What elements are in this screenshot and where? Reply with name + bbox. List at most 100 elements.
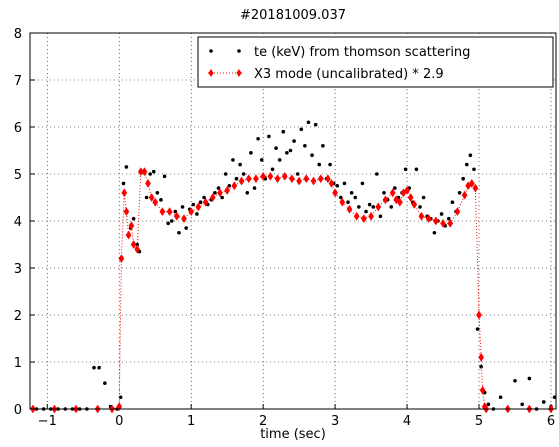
te-point	[342, 181, 347, 186]
te-point	[184, 226, 188, 230]
y-tick-label: 1	[14, 356, 22, 371]
te-point	[353, 195, 358, 200]
legend-label: te (keV) from thomson scattering	[254, 45, 470, 60]
x3-marker	[325, 174, 331, 184]
x3-marker	[339, 197, 346, 207]
x3-marker	[121, 188, 128, 198]
te-point	[195, 212, 199, 216]
x3-marker	[404, 185, 410, 195]
chart-title: #20181009.037	[240, 8, 346, 23]
x3-marker	[375, 202, 382, 212]
te-point	[249, 151, 253, 155]
x3-marker	[461, 190, 468, 200]
te-point	[306, 120, 311, 125]
te-point	[202, 195, 206, 200]
te-point	[541, 400, 546, 404]
legend-box	[197, 36, 554, 88]
te-point	[216, 186, 221, 190]
te-point	[213, 191, 217, 195]
x3-marker	[407, 193, 414, 202]
x3-marker	[468, 178, 475, 188]
te-point	[198, 200, 203, 204]
x3-marker	[130, 240, 137, 249]
te-point	[349, 191, 354, 195]
x3-marker	[260, 171, 267, 181]
te-point	[439, 212, 444, 216]
te-point	[144, 195, 149, 200]
x3-marker	[418, 211, 425, 221]
legend-marker	[209, 49, 213, 53]
te-point	[457, 191, 462, 195]
te-point	[285, 151, 289, 155]
x3-marker	[382, 195, 389, 205]
legend-marker	[208, 69, 214, 77]
te-point	[486, 402, 491, 407]
y-tick-label: 6	[14, 121, 22, 136]
x3-marker	[217, 188, 223, 198]
y-tick-label: 8	[14, 27, 22, 42]
te-point	[346, 200, 350, 204]
te-point	[124, 165, 129, 169]
x3-marker	[478, 352, 485, 362]
x3-marker	[303, 174, 310, 184]
te-point	[367, 202, 372, 207]
legend-marker	[237, 49, 241, 53]
te-point	[393, 186, 397, 190]
x3-marker	[134, 244, 141, 254]
te-point	[421, 195, 426, 200]
x3-marker	[440, 218, 446, 228]
te-point	[162, 174, 167, 179]
x3-marker	[173, 211, 180, 221]
x3-marker	[118, 254, 125, 264]
y-tick-label: 7	[14, 74, 22, 89]
x3-marker	[125, 230, 132, 240]
te-point	[513, 379, 517, 383]
x3-marker	[479, 385, 486, 395]
te-point	[103, 381, 107, 385]
x3-marker	[123, 207, 130, 217]
x3-marker	[145, 178, 151, 188]
te-point	[299, 127, 304, 132]
x-tick-label: 6	[547, 414, 555, 429]
te-point	[241, 172, 246, 176]
x-tick-label: 0	[115, 414, 123, 429]
te-point	[121, 181, 126, 186]
x-tick-label: 3	[331, 414, 339, 429]
x3-marker	[476, 310, 482, 320]
x3-marker	[231, 181, 238, 191]
te-point	[432, 230, 437, 235]
x3-marker	[128, 221, 135, 231]
te-point	[267, 134, 271, 139]
te-point	[166, 221, 170, 226]
x3-marker	[432, 216, 439, 226]
x3-marker	[396, 197, 403, 207]
x3-marker	[411, 200, 418, 210]
x3-marker	[267, 171, 274, 181]
x3-marker	[181, 214, 187, 224]
te-point	[364, 209, 368, 214]
te-point	[328, 162, 332, 167]
te-point	[378, 214, 383, 219]
te-point	[468, 153, 473, 157]
x3-marker	[188, 207, 195, 217]
x3-marker	[152, 197, 159, 207]
te-point	[375, 172, 379, 176]
te-point	[335, 183, 340, 188]
te-point	[169, 219, 174, 223]
x-tick-label: 5	[475, 414, 483, 429]
te-point	[97, 365, 101, 370]
x3-marker	[274, 174, 281, 184]
te-point	[92, 365, 96, 370]
te-point	[155, 191, 160, 195]
x3-marker	[454, 207, 461, 217]
x-tick-label: −1	[38, 414, 57, 429]
te-point	[148, 172, 152, 176]
te-point	[382, 191, 386, 195]
plot-area	[30, 120, 556, 414]
x3-marker	[202, 197, 209, 207]
te-point	[256, 136, 260, 141]
te-point	[288, 148, 293, 153]
y-tick-label: 0	[14, 403, 22, 418]
x3-marker	[289, 174, 295, 184]
